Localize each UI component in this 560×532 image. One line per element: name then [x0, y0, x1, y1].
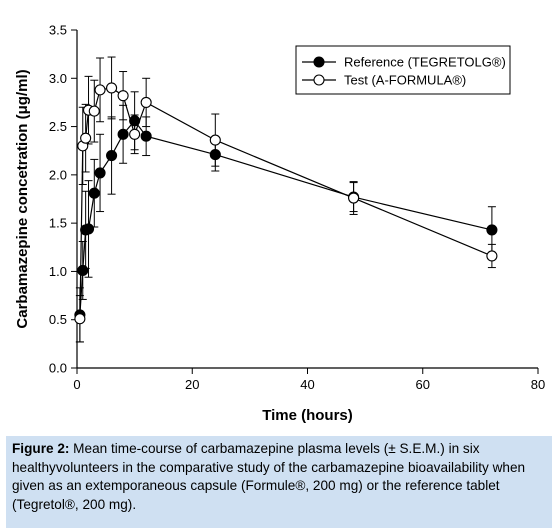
data-point: [348, 192, 360, 204]
chart: 0 20 40 60 80 0.0 0.5 1.0 1.5 2.0 2.5 3.0 3.5 Refere…: [14, 23, 545, 425]
x-axis-title: Time (hours): [262, 407, 353, 424]
series-line: [79, 87, 493, 319]
chart-canvas: 0 20 40 60 80 0.0 0.5 1.0 1.5 2.0 2.5 3.0 3.5 Refere…: [14, 23, 545, 425]
y-tick-label: 0.0: [49, 361, 67, 376]
data-point: [140, 130, 152, 142]
data-point: [140, 96, 152, 108]
x-tick-label: 80: [531, 377, 545, 392]
data-point: [88, 105, 100, 117]
series-line: [79, 119, 493, 315]
legend-marker: [313, 74, 325, 86]
y-tick-label: 1.0: [49, 264, 67, 279]
data-point: [77, 264, 89, 277]
legend: Reference (TEGRETOLG®) Test (A-FORMULA®): [295, 45, 511, 95]
figure-caption: Figure 2: Mean time-course of carbamazep…: [6, 436, 552, 528]
data-point: [80, 132, 92, 144]
y-tick-label: 3.0: [49, 71, 67, 86]
data-point: [117, 128, 129, 140]
x-tick-label: 60: [416, 377, 430, 392]
x-tick-label: 40: [300, 377, 314, 392]
legend-label: Test (A-FORMULA®): [344, 73, 466, 88]
y-tick-label: 0.5: [49, 312, 67, 327]
data-point: [106, 149, 118, 162]
data-point: [486, 224, 498, 236]
data-point: [88, 187, 100, 199]
data-point: [94, 84, 106, 96]
data-point: [82, 223, 95, 235]
data-point: [129, 128, 141, 140]
data-point: [106, 82, 118, 94]
series-1: [74, 91, 498, 343]
y-tick-label: 3.5: [49, 23, 67, 38]
legend-label: Reference (TEGRETOLG®): [344, 55, 506, 70]
legend-box: [295, 45, 511, 95]
data-point: [486, 250, 498, 262]
y-tick-label: 2.5: [49, 119, 67, 134]
data-point: [74, 313, 86, 325]
series-layer: [74, 56, 498, 343]
series-2: [74, 56, 498, 343]
data-point: [117, 90, 129, 102]
y-tick-label: 2.0: [49, 167, 67, 182]
caption-label: Figure 2:: [12, 441, 70, 456]
axes: 0 20 40 60 80 0.0 0.5 1.0 1.5 2.0 2.5 3.0 3.5: [49, 23, 545, 393]
data-point: [209, 134, 221, 146]
x-tick-label: 20: [185, 377, 199, 392]
legend-marker: [313, 56, 325, 68]
y-axis-title: Carbamazepine concetration (μg/ml): [14, 69, 31, 328]
y-tick-label: 1.5: [49, 216, 67, 231]
caption-text: Mean time-course of carbamazepine plasma…: [12, 441, 526, 512]
data-point: [94, 167, 106, 179]
x-tick-label: 0: [73, 377, 80, 392]
